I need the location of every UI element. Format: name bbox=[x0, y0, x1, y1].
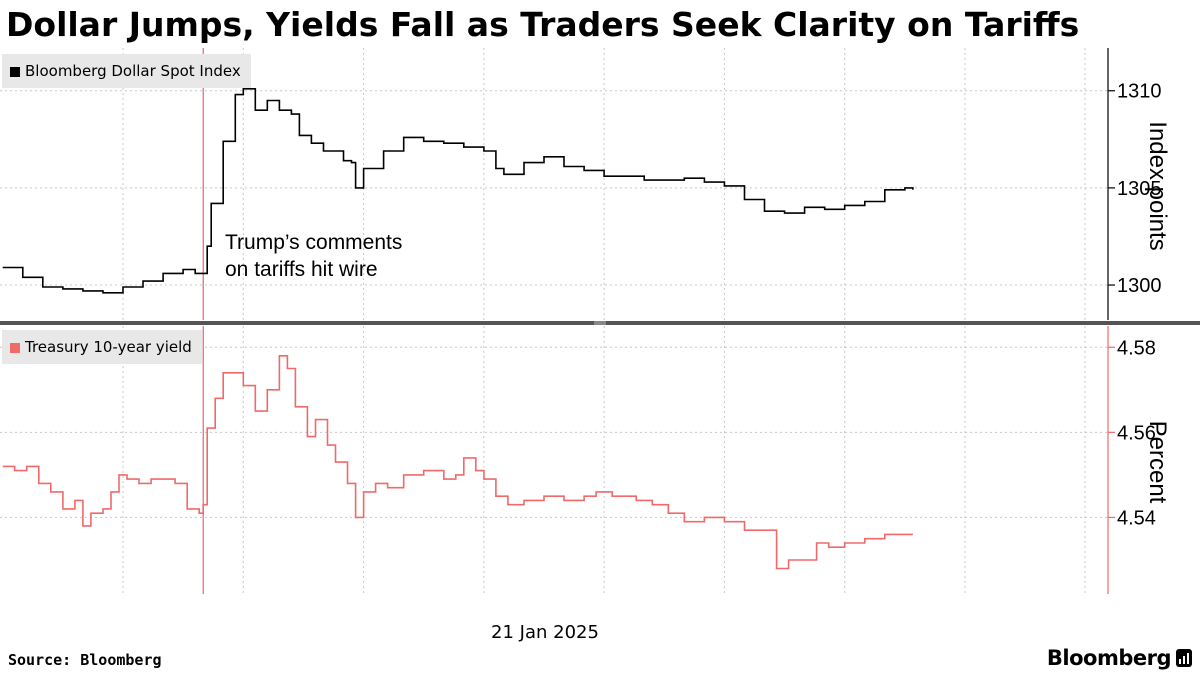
x-axis-date-label: 21 Jan 2025 bbox=[491, 622, 599, 643]
y-tick-label: 4.56 bbox=[1117, 422, 1156, 444]
brand-name: Bloomberg bbox=[1046, 646, 1172, 670]
legend-label-yield: Treasury 10-year yield bbox=[25, 338, 192, 356]
series-line-dollar bbox=[2, 88, 914, 294]
event-annotation: Trump’s comments on tariffs hit wire bbox=[225, 229, 402, 283]
annotation-line-2: on tariffs hit wire bbox=[225, 258, 378, 281]
bloomberg-logo: Bloomberg bbox=[1047, 646, 1192, 670]
axis-layer bbox=[0, 48, 1200, 594]
y-tick-label: 1300 bbox=[1117, 275, 1162, 297]
chart-headline: Dollar Jumps, Yields Fall as Traders See… bbox=[6, 5, 1080, 44]
legend-treasury-yield: Treasury 10-year yield bbox=[2, 330, 202, 364]
series-layer bbox=[2, 88, 914, 570]
y-tick-label: 4.54 bbox=[1117, 507, 1156, 529]
legend-label-dollar: Bloomberg Dollar Spot Index bbox=[25, 62, 241, 80]
chart-area: 1300130513104.544.564.5809:3010:0010:301… bbox=[0, 48, 1200, 594]
legend-swatch-yield bbox=[10, 343, 20, 353]
tick-label-layer: 1300130513104.544.564.5809:3010:0010:301… bbox=[1117, 81, 1162, 530]
legend-dollar-index: Bloomberg Dollar Spot Index bbox=[2, 54, 251, 88]
y-tick-label: 1305 bbox=[1117, 178, 1162, 200]
y-axis-label-index-points: Index points bbox=[1144, 121, 1171, 251]
series-line-yield bbox=[2, 355, 913, 570]
y-tick-label: 4.58 bbox=[1117, 337, 1156, 359]
bloomberg-terminal-icon bbox=[1176, 649, 1192, 667]
annotation-line-1: Trump’s comments bbox=[225, 231, 403, 254]
source-note: Source: Bloomberg bbox=[8, 651, 162, 669]
legend-swatch-dollar bbox=[10, 67, 20, 77]
y-axis-label-percent: Percent bbox=[1144, 420, 1171, 504]
y-tick-label: 1310 bbox=[1117, 81, 1162, 103]
